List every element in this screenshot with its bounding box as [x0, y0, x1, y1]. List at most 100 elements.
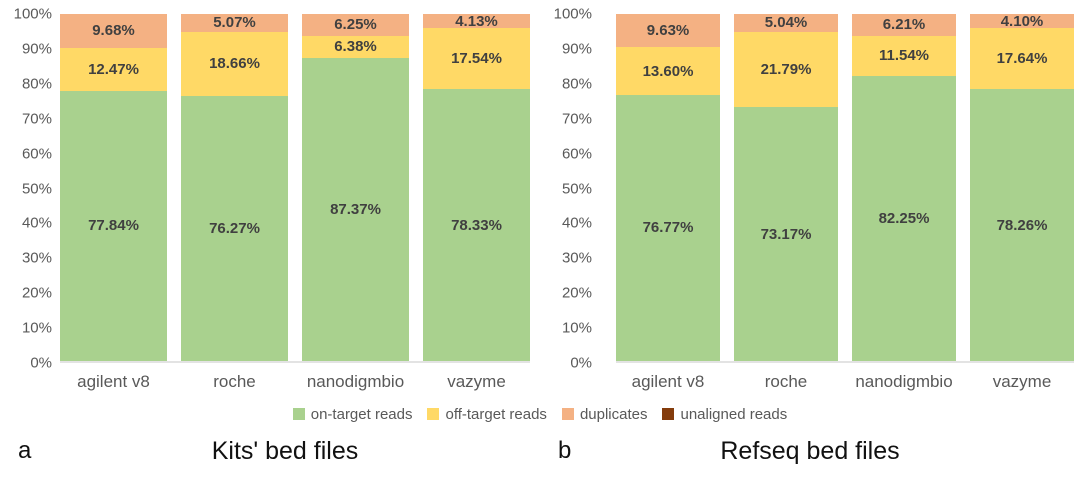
panel-letter-a: a — [18, 437, 32, 464]
y-tick-label-50-: 50% — [21, 180, 52, 197]
data-label-duplicates-roche: 5.04% — [764, 14, 808, 32]
x-axis-spacer — [0, 372, 60, 392]
y-tick-label-90-: 90% — [21, 40, 52, 58]
panel-title-a: Kits' bed files — [211, 437, 359, 465]
segment-duplicates-vazyme: 4.10% — [970, 12, 1074, 30]
x-axis: agilent v8 roche nanodigmbio vazyme — [0, 372, 540, 392]
y-tick-label-20-: 20% — [21, 284, 52, 302]
plot-area: 9.68% 12.47% 77.84% 5.07% 18.66% 76.27% 6.25% 6… — [60, 14, 530, 363]
charts-row: 0% 10% 20% 30% 40% 50% 60% 70% 80% 90% 100% 9.68% 1… — [0, 6, 1080, 392]
panel-letter-b: b — [558, 437, 572, 464]
category-labels: agilent v8 roche nanodigmbio vazyme — [616, 372, 1074, 392]
segment-duplicates-nanodigmbio: 6.21% — [852, 14, 956, 36]
legend-swatch-icon — [662, 408, 675, 420]
y-tick-label-80-: 80% — [561, 75, 592, 93]
data-label-on-target-reads-roche: 73.17% — [760, 225, 812, 243]
segment-on-target-reads-agilent-v8: 77.84% — [60, 90, 167, 361]
segment-off-target-reads-vazyme: 17.64% — [970, 28, 1074, 90]
category-label-agilent-v8: agilent v8 — [631, 372, 705, 391]
legend-label: on-target reads — [310, 405, 413, 423]
titles-row: a Kits' bed files b Refseq bed files — [0, 437, 1080, 466]
stacked-bar-nanodigmbio: 6.21% 11.54% 82.25% — [852, 14, 956, 361]
y-tick-label-20-: 20% — [561, 284, 592, 302]
segment-on-target-reads-roche: 76.27% — [181, 96, 288, 361]
data-label-on-target-reads-nanodigmbio: 82.25% — [878, 209, 930, 227]
y-tick-label-30-: 30% — [561, 249, 592, 267]
data-label-duplicates-nanodigmbio: 6.25% — [334, 16, 377, 34]
y-tick-label-50-: 50% — [561, 180, 592, 197]
y-tick-label-100-: 100% — [13, 5, 52, 23]
legend-entry-duplicates: duplicates — [561, 406, 647, 423]
category-label-vazyme: vazyme — [447, 372, 506, 391]
title-block-b: b Refseq bed files — [540, 437, 1080, 466]
chart-panel-b: 0% 10% 20% 30% 40% 50% 60% 70% 80% 90% 100% 9.63% 1… — [540, 6, 1080, 392]
segment-off-target-reads-agilent-v8: 13.60% — [616, 47, 720, 95]
bars-group: 9.63% 13.60% 76.77% 5.04% 21.79% 73.17% 6.21% 1… — [616, 14, 1074, 361]
data-label-off-target-reads-roche: 21.79% — [760, 60, 812, 78]
chart-legend: on-target reads off-target reads duplicate… — [0, 405, 1080, 423]
legend-swatch-icon — [292, 408, 305, 420]
category-label-agilent-v8: agilent v8 — [77, 372, 150, 391]
x-axis: agilent v8 roche nanodigmbio vazyme — [540, 372, 1080, 392]
y-tick-label-0-: 0% — [570, 354, 592, 372]
segment-off-target-reads-roche: 21.79% — [734, 31, 838, 108]
segment-duplicates-agilent-v8: 9.63% — [616, 14, 720, 48]
legend-label: off-target reads — [445, 405, 547, 423]
y-tick-label-60-: 60% — [561, 145, 592, 163]
plot-row: 0% 10% 20% 30% 40% 50% 60% 70% 80% 90% 100% 9.68% 1… — [0, 6, 540, 372]
data-label-on-target-reads-vazyme: 78.33% — [451, 216, 502, 234]
x-axis-spacer — [540, 372, 600, 392]
y-tick-label-10-: 10% — [21, 319, 52, 337]
legend-entry-on-target-reads: on-target reads — [292, 405, 413, 423]
data-label-off-target-reads-agilent-v8: 12.47% — [88, 60, 139, 78]
segment-off-target-reads-vazyme: 17.54% — [423, 28, 530, 90]
stacked-bar-agilent-v8: 9.63% 13.60% 76.77% — [616, 14, 720, 361]
category-label-nanodigmbio: nanodigmbio — [855, 372, 953, 391]
category-label-roche: roche — [764, 372, 808, 391]
segment-on-target-reads-nanodigmbio: 87.37% — [302, 57, 409, 361]
data-label-on-target-reads-nanodigmbio: 87.37% — [330, 200, 381, 218]
segment-off-target-reads-nanodigmbio: 11.54% — [852, 35, 956, 76]
category-label-nanodigmbio: nanodigmbio — [306, 372, 405, 391]
segment-off-target-reads-nanodigmbio: 6.38% — [302, 35, 409, 58]
segment-on-target-reads-roche: 73.17% — [734, 107, 838, 361]
legend-swatch-icon — [427, 408, 440, 420]
segment-off-target-reads-roche: 18.66% — [181, 31, 288, 97]
data-label-on-target-reads-agilent-v8: 77.84% — [88, 217, 139, 235]
data-label-duplicates-nanodigmbio: 6.21% — [882, 16, 926, 34]
data-label-duplicates-agilent-v8: 9.63% — [646, 22, 690, 40]
data-label-off-target-reads-vazyme: 17.54% — [451, 50, 502, 68]
data-label-on-target-reads-vazyme: 78.26% — [996, 216, 1048, 234]
data-label-off-target-reads-nanodigmbio: 6.38% — [334, 38, 377, 56]
segment-on-target-reads-agilent-v8: 76.77% — [616, 94, 720, 361]
data-label-on-target-reads-agilent-v8: 76.77% — [642, 219, 694, 237]
legend-label: unaligned reads — [680, 405, 788, 423]
y-tick-label-40-: 40% — [21, 214, 52, 232]
segment-on-target-reads-nanodigmbio: 82.25% — [852, 75, 956, 361]
y-tick-label-90-: 90% — [561, 40, 592, 58]
legend-swatch-icon — [561, 408, 574, 420]
data-label-off-target-reads-vazyme: 17.64% — [996, 50, 1048, 68]
segment-duplicates-vazyme: 4.13% — [423, 14, 530, 29]
stacked-bar-roche: 5.07% 18.66% 76.27% — [181, 14, 288, 361]
category-label-roche: roche — [213, 372, 256, 391]
y-tick-label-40-: 40% — [561, 214, 592, 232]
legend-entry-off-target-reads: off-target reads — [427, 405, 547, 423]
segment-duplicates-agilent-v8: 9.68% — [60, 14, 167, 48]
y-tick-label-30-: 30% — [21, 249, 52, 267]
stacked-bar-nanodigmbio: 6.25% 6.38% 87.37% — [302, 14, 409, 361]
data-label-on-target-reads-roche: 76.27% — [209, 220, 260, 238]
stacked-bar-vazyme: 4.13% 17.54% 78.33% — [423, 14, 530, 361]
y-axis: 0% 10% 20% 30% 40% 50% 60% 70% 80% 90% 100% — [540, 6, 600, 372]
data-label-duplicates-vazyme: 4.10% — [1000, 12, 1044, 30]
y-tick-label-10-: 10% — [561, 319, 592, 337]
y-axis: 0% 10% 20% 30% 40% 50% 60% 70% 80% 90% 100% — [0, 6, 60, 372]
y-tick-label-60-: 60% — [21, 145, 52, 163]
segment-on-target-reads-vazyme: 78.33% — [423, 89, 530, 361]
segment-off-target-reads-agilent-v8: 12.47% — [60, 47, 167, 91]
chart-panel-a: 0% 10% 20% 30% 40% 50% 60% 70% 80% 90% 100% 9.68% 1… — [0, 6, 540, 392]
data-label-duplicates-roche: 5.07% — [213, 14, 256, 32]
legend-entry-unaligned-reads: unaligned reads — [662, 406, 787, 423]
stacked-bar-agilent-v8: 9.68% 12.47% 77.84% — [60, 14, 167, 361]
